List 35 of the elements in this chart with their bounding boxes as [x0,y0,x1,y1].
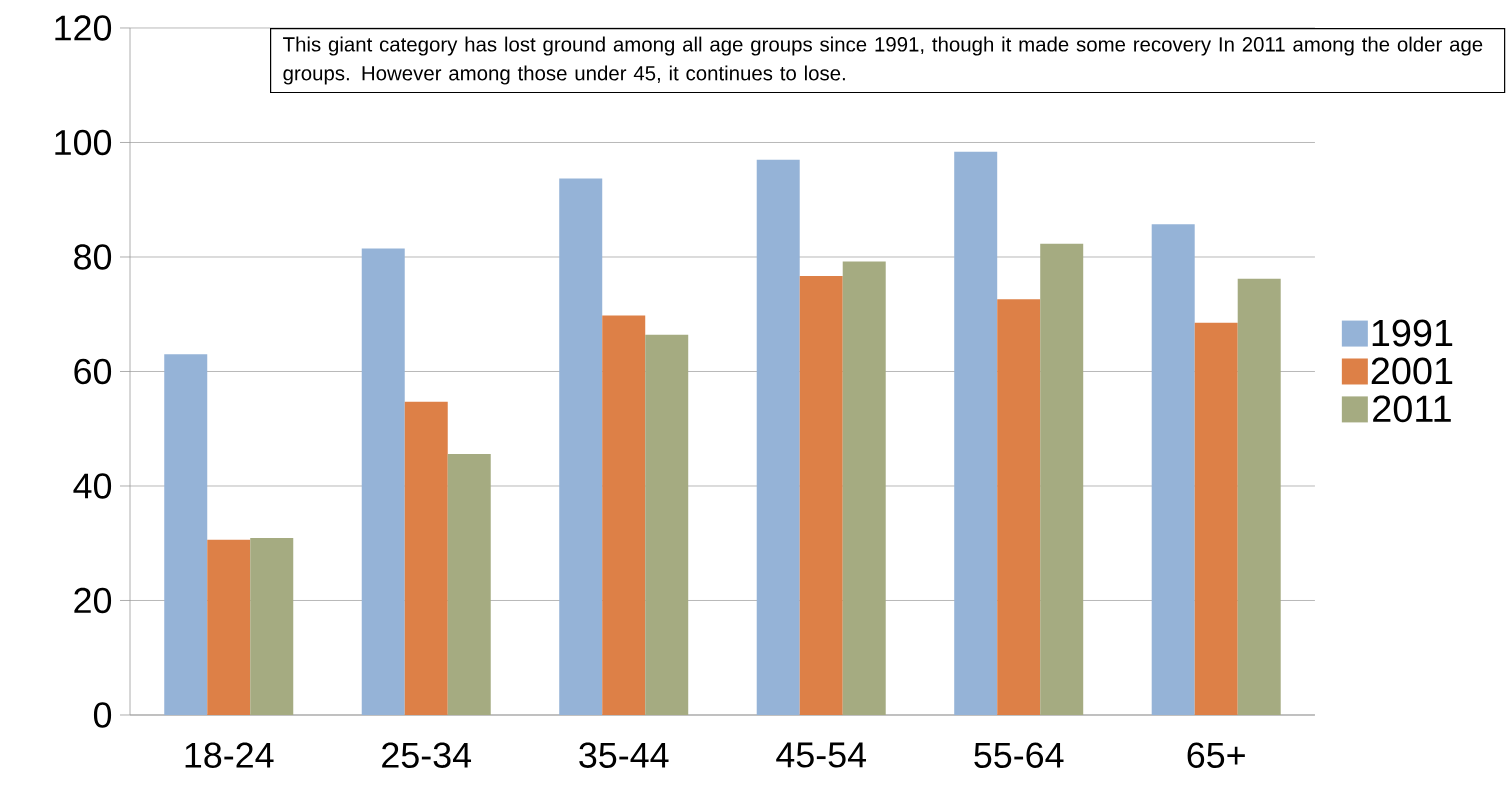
y-tick-label: 20 [74,587,112,614]
bar [447,453,491,715]
bar [250,538,294,715]
bar [1237,278,1281,715]
bar [954,151,998,715]
legend-label: 1991 [1372,319,1453,347]
bar [207,539,251,715]
y-tick-label: 80 [74,244,112,270]
bar [164,354,208,715]
y-tick-label: 40 [73,473,112,499]
bar [361,248,405,715]
bar [559,178,603,715]
x-tick-label: 18-24 [185,742,274,768]
y-tick-label: 120 [55,15,112,41]
bar [799,275,843,715]
y-tick-label: 0 [93,702,112,728]
y-tick-label: 60 [74,358,112,385]
legend-label: 2001 [1371,357,1453,385]
bar [1194,322,1238,715]
bar [602,315,646,715]
bar [997,299,1041,715]
x-tick-label: 25-34 [382,742,472,768]
bar [1151,224,1195,715]
x-tick-label: 35-44 [579,742,669,768]
bar [404,401,448,715]
x-tick-label: 55-64 [974,742,1064,768]
bar [645,334,689,715]
bar [756,159,800,715]
x-tick-label: 65+ [1187,742,1245,768]
legend-label: 2011 [1373,395,1451,423]
x-tick-label: 45-54 [776,742,867,768]
bar [1040,243,1084,715]
y-tick-label: 100 [55,129,112,156]
annotation: This giant category has lost ground among all age groups since 1991, though it made some recovery In 2011 among the older age groups. However among those under 45, it continues to lose. [283,36,1483,85]
bar [842,261,886,715]
